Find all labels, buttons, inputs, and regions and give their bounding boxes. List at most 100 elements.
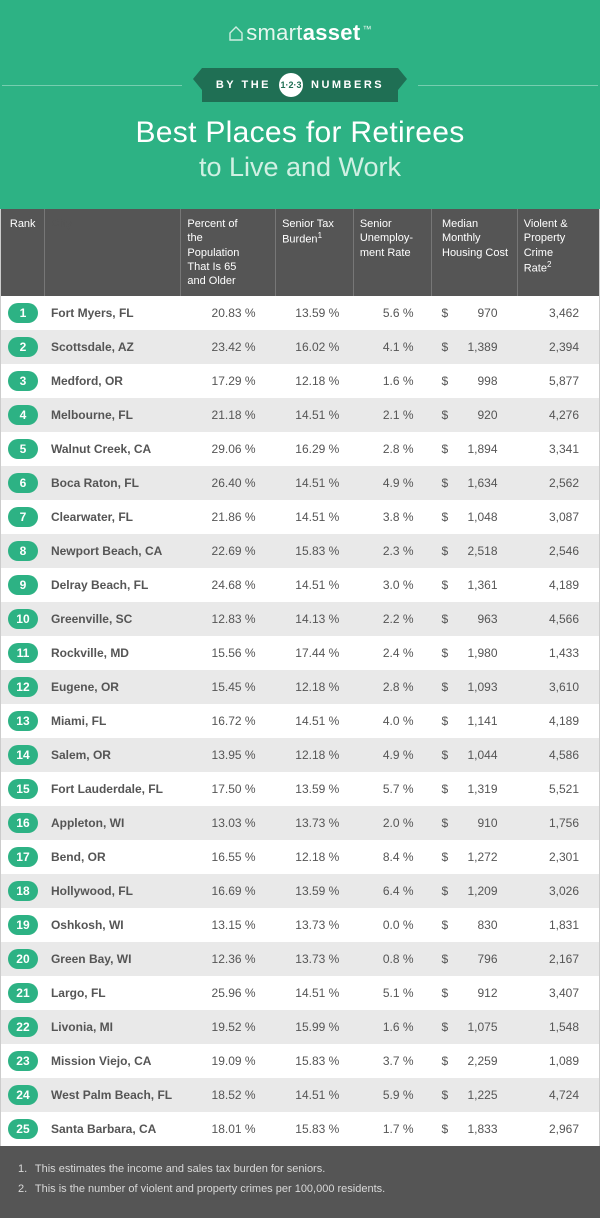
table-row: 8Newport Beach, CA22.69 %15.83 %2.3 %$2,… xyxy=(1,534,599,568)
rank-pill: 2 xyxy=(8,337,38,357)
cell-crime: 4,189 xyxy=(517,704,599,738)
cell-pct: 22.69 % xyxy=(181,534,276,568)
cell-tax: 15.83 % xyxy=(276,1044,354,1078)
cell-pct: 21.18 % xyxy=(181,398,276,432)
cell-rank: 6 xyxy=(1,466,45,500)
cell-crime: 2,301 xyxy=(517,840,599,874)
cell-rank: 20 xyxy=(1,942,45,976)
cell-pct: 23.42 % xyxy=(181,330,276,364)
table-row: 13Miami, FL16.72 %14.51 %4.0 %$1,1414,18… xyxy=(1,704,599,738)
cell-unemp: 2.8 % xyxy=(353,432,431,466)
cell-unemp: 4.0 % xyxy=(353,704,431,738)
cell-city: Melbourne, FL xyxy=(45,398,181,432)
cell-cost: $1,634 xyxy=(432,466,518,500)
cell-tax: 13.73 % xyxy=(276,908,354,942)
cell-crime: 1,089 xyxy=(517,1044,599,1078)
cell-pct: 17.29 % xyxy=(181,364,276,398)
cell-crime: 5,877 xyxy=(517,364,599,398)
cell-city: Eugene, OR xyxy=(45,670,181,704)
cell-tax: 14.51 % xyxy=(276,466,354,500)
cell-crime: 3,407 xyxy=(517,976,599,1010)
table-row: 23Mission Viejo, CA19.09 %15.83 %3.7 %$2… xyxy=(1,1044,599,1078)
cell-unemp: 4.9 % xyxy=(353,466,431,500)
cell-city: Bend, OR xyxy=(45,840,181,874)
cell-pct: 17.50 % xyxy=(181,772,276,806)
cell-cost: $910 xyxy=(432,806,518,840)
cell-unemp: 3.8 % xyxy=(353,500,431,534)
table-row: 4Melbourne, FL21.18 %14.51 %2.1 %$9204,2… xyxy=(1,398,599,432)
table-row: 20Green Bay, WI12.36 %13.73 %0.8 %$7962,… xyxy=(1,942,599,976)
cell-tax: 12.18 % xyxy=(276,364,354,398)
cell-crime: 4,724 xyxy=(517,1078,599,1112)
cell-city: Delray Beach, FL xyxy=(45,568,181,602)
cell-cost: $920 xyxy=(432,398,518,432)
cell-city: Miami, FL xyxy=(45,704,181,738)
cell-cost: $1,048 xyxy=(432,500,518,534)
rank-pill: 17 xyxy=(8,847,38,867)
cell-tax: 14.51 % xyxy=(276,1078,354,1112)
table-header: Rank City Percent of the Population That… xyxy=(1,209,599,296)
cell-pct: 21.86 % xyxy=(181,500,276,534)
cell-cost: $970 xyxy=(432,296,518,330)
cell-cost: $1,075 xyxy=(432,1010,518,1044)
cell-city: Santa Barbara, CA xyxy=(45,1112,181,1146)
cell-pct: 18.01 % xyxy=(181,1112,276,1146)
cell-unemp: 5.9 % xyxy=(353,1078,431,1112)
cell-crime: 2,394 xyxy=(517,330,599,364)
rank-pill: 18 xyxy=(8,881,38,901)
table-row: 3Medford, OR17.29 %12.18 %1.6 %$9985,877 xyxy=(1,364,599,398)
cell-cost: $1,044 xyxy=(432,738,518,772)
rank-pill: 16 xyxy=(8,813,38,833)
cell-crime: 2,967 xyxy=(517,1112,599,1146)
cell-rank: 7 xyxy=(1,500,45,534)
cell-rank: 12 xyxy=(1,670,45,704)
col-cost: Median Monthly Housing Cost xyxy=(432,209,518,296)
cell-unemp: 2.1 % xyxy=(353,398,431,432)
rank-pill: 10 xyxy=(8,609,38,629)
cell-rank: 2 xyxy=(1,330,45,364)
cell-pct: 29.06 % xyxy=(181,432,276,466)
ribbon-line-right xyxy=(418,85,598,86)
page-title-line2: to Live and Work xyxy=(0,152,600,183)
cell-rank: 1 xyxy=(1,296,45,330)
rank-pill: 20 xyxy=(8,949,38,969)
cell-rank: 13 xyxy=(1,704,45,738)
cell-tax: 14.51 % xyxy=(276,568,354,602)
cell-city: Livonia, MI xyxy=(45,1010,181,1044)
ribbon-right-text: NUMBERS xyxy=(311,79,384,91)
cell-rank: 3 xyxy=(1,364,45,398)
table-row: 7Clearwater, FL21.86 %14.51 %3.8 %$1,048… xyxy=(1,500,599,534)
ribbon-badge: 1·2·3 xyxy=(279,73,303,97)
cell-unemp: 5.6 % xyxy=(353,296,431,330)
cell-tax: 14.51 % xyxy=(276,976,354,1010)
cell-tax: 14.13 % xyxy=(276,602,354,636)
rank-pill: 7 xyxy=(8,507,38,527)
rank-pill: 3 xyxy=(8,371,38,391)
cell-unemp: 2.4 % xyxy=(353,636,431,670)
ribbon-line-left xyxy=(2,85,182,86)
cell-unemp: 6.4 % xyxy=(353,874,431,908)
cell-crime: 4,189 xyxy=(517,568,599,602)
cell-unemp: 1.6 % xyxy=(353,364,431,398)
cell-rank: 18 xyxy=(1,874,45,908)
rank-pill: 23 xyxy=(8,1051,38,1071)
cell-rank: 17 xyxy=(1,840,45,874)
cell-crime: 3,341 xyxy=(517,432,599,466)
rank-pill: 21 xyxy=(8,983,38,1003)
cell-rank: 10 xyxy=(1,602,45,636)
table-row: 22Livonia, MI19.52 %15.99 %1.6 %$1,0751,… xyxy=(1,1010,599,1044)
cell-cost: $912 xyxy=(432,976,518,1010)
cell-cost: $1,141 xyxy=(432,704,518,738)
cell-cost: $2,259 xyxy=(432,1044,518,1078)
cell-rank: 23 xyxy=(1,1044,45,1078)
cell-unemp: 5.7 % xyxy=(353,772,431,806)
cell-pct: 26.40 % xyxy=(181,466,276,500)
cell-rank: 21 xyxy=(1,976,45,1010)
cell-tax: 13.73 % xyxy=(276,806,354,840)
cell-pct: 16.69 % xyxy=(181,874,276,908)
cell-tax: 13.59 % xyxy=(276,772,354,806)
cell-tax: 12.18 % xyxy=(276,738,354,772)
cell-cost: $998 xyxy=(432,364,518,398)
cell-city: Oshkosh, WI xyxy=(45,908,181,942)
cell-crime: 3,610 xyxy=(517,670,599,704)
